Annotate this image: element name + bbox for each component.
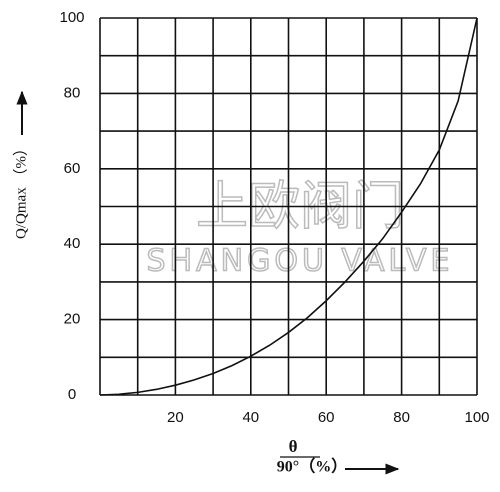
y-tick-label: 100 bbox=[59, 9, 84, 26]
watermark-en: SHANGOU VALVE bbox=[147, 244, 454, 279]
y-tick-label: 40 bbox=[64, 235, 81, 252]
x-tick-label: 60 bbox=[318, 409, 335, 426]
x-label-denominator: 90°（%） bbox=[277, 458, 347, 476]
x-tick-label: 40 bbox=[242, 409, 259, 426]
curve bbox=[99, 17, 478, 396]
x-tick-label: 80 bbox=[393, 409, 410, 426]
x-label-numerator: θ bbox=[289, 437, 298, 456]
y-tick-label: 20 bbox=[64, 311, 81, 328]
x-tick-label: 100 bbox=[464, 409, 489, 426]
y-tick-label: 80 bbox=[64, 84, 81, 101]
y-tick-label: 60 bbox=[64, 160, 81, 177]
x-tick-label: 20 bbox=[167, 409, 184, 426]
y-tick-label: 0 bbox=[68, 386, 76, 403]
y-axis-label: Q/Qmax （%） bbox=[12, 141, 29, 239]
